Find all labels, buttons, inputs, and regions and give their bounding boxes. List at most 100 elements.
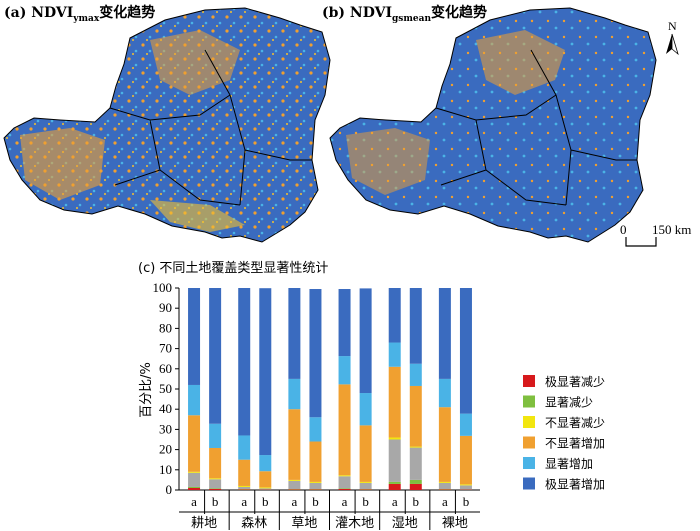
bar-segment bbox=[188, 471, 201, 473]
group-label: 灌木地 bbox=[335, 516, 374, 531]
bar-segment bbox=[188, 288, 201, 385]
bar-segment bbox=[388, 481, 401, 484]
y-tick-label: 20 bbox=[159, 442, 172, 457]
bar-segment bbox=[388, 366, 401, 438]
map-a-title: (a) NDVIymax变化趋势 bbox=[4, 4, 155, 24]
north-arrow: N bbox=[666, 19, 679, 56]
map-panel-b: (b) NDVIgsmean变化趋势 bbox=[322, 4, 657, 243]
bar-label: b bbox=[463, 494, 470, 509]
bar-segment bbox=[259, 471, 272, 488]
map-b-title: (b) NDVIgsmean变化趋势 bbox=[322, 4, 487, 24]
bar-segment bbox=[188, 415, 201, 472]
bar-label: a bbox=[342, 494, 348, 509]
legend-swatch bbox=[523, 477, 535, 490]
legend-label: 显著增加 bbox=[545, 457, 593, 471]
legend-label: 不显著减少 bbox=[545, 416, 605, 430]
bar-segment bbox=[459, 435, 472, 485]
north-label: N bbox=[668, 19, 677, 33]
bar-segment bbox=[288, 409, 301, 480]
bar-segment bbox=[288, 489, 301, 490]
bar-segment bbox=[338, 384, 351, 476]
bar-segment bbox=[459, 413, 472, 436]
bar-segment bbox=[259, 288, 272, 456]
bar-segment bbox=[188, 384, 201, 416]
bar-segment bbox=[288, 288, 301, 379]
bar-segment bbox=[188, 487, 201, 490]
bar-segment bbox=[409, 479, 422, 484]
y-tick-label: 100 bbox=[153, 280, 173, 295]
map-a-orange-patch-west bbox=[20, 128, 105, 200]
map-a-boundaries bbox=[109, 49, 312, 206]
bar-segment bbox=[338, 488, 351, 489]
bar-segment bbox=[309, 289, 322, 418]
bar-segment bbox=[259, 455, 272, 472]
bar-segment bbox=[259, 488, 272, 490]
bar-segment bbox=[238, 486, 251, 489]
bar-segment bbox=[238, 435, 251, 460]
bar-label: b bbox=[413, 494, 420, 509]
bar-segment bbox=[409, 288, 422, 364]
bar-segment bbox=[338, 475, 351, 477]
bar-segment bbox=[438, 378, 451, 408]
bar-segment bbox=[409, 363, 422, 386]
bar-label: b bbox=[312, 494, 319, 509]
bar-segment bbox=[309, 482, 322, 489]
group-label: 裸地 bbox=[442, 516, 468, 531]
bar-segment bbox=[238, 459, 251, 486]
y-tick-label: 60 bbox=[159, 361, 172, 376]
map-a-orange-patch-north bbox=[150, 30, 240, 95]
bar-segment bbox=[188, 472, 201, 487]
bar-segment bbox=[388, 437, 401, 440]
bar-segment bbox=[338, 356, 351, 385]
scale-bar: 0 150 km bbox=[620, 222, 691, 247]
legend-swatch bbox=[523, 457, 535, 469]
bar-segment bbox=[438, 481, 451, 483]
bar-segment bbox=[438, 489, 451, 490]
bar-segment bbox=[338, 289, 351, 357]
bar-segment bbox=[209, 423, 222, 448]
bar-segment bbox=[359, 482, 372, 489]
bar-segment bbox=[309, 489, 322, 490]
bar-segment bbox=[409, 483, 422, 490]
y-tick-label: 80 bbox=[159, 320, 172, 335]
bar-segment bbox=[409, 385, 422, 447]
bar-segment bbox=[338, 488, 351, 490]
bar-segment bbox=[438, 288, 451, 379]
legend-swatch bbox=[523, 436, 535, 449]
bar-segment bbox=[359, 288, 372, 394]
bar-segment bbox=[309, 441, 322, 482]
group-label: 草地 bbox=[291, 516, 317, 531]
bar-segment bbox=[288, 378, 301, 410]
bar-segment bbox=[238, 485, 251, 487]
bar-segment bbox=[238, 489, 251, 490]
bar-segment bbox=[459, 485, 472, 490]
map-a-yellow-patch-south bbox=[150, 200, 245, 232]
bar-segment bbox=[459, 484, 472, 486]
map-b-orange-patch-north bbox=[476, 30, 565, 95]
bar-label: a bbox=[392, 494, 398, 509]
y-tick-label: 50 bbox=[159, 381, 172, 396]
bar-segment bbox=[388, 342, 401, 367]
legend-label: 显著减少 bbox=[545, 396, 593, 410]
legend-label: 极显著减少 bbox=[545, 375, 605, 389]
map-panel-a: (a) NDVIymax变化趋势 bbox=[3, 4, 331, 243]
chart-title: (c) 不同土地覆盖类型显著性统计 bbox=[138, 261, 328, 276]
bar-segment bbox=[388, 483, 401, 490]
group-label: 森林 bbox=[241, 516, 267, 531]
bar-segment bbox=[359, 489, 372, 490]
bar-label: b bbox=[212, 494, 219, 509]
map-b-boundaries bbox=[435, 49, 637, 206]
bar-segment bbox=[359, 481, 372, 483]
bar-segment bbox=[388, 439, 401, 482]
y-tick-label: 30 bbox=[159, 421, 172, 436]
y-tick-label: 10 bbox=[159, 462, 172, 477]
bar-label: a bbox=[442, 494, 448, 509]
legend-swatch bbox=[523, 416, 535, 428]
map-b-orange-patch-west bbox=[346, 128, 430, 195]
bar-segment bbox=[209, 488, 222, 489]
bar-label: b bbox=[262, 494, 269, 509]
bar-segment bbox=[209, 447, 222, 479]
